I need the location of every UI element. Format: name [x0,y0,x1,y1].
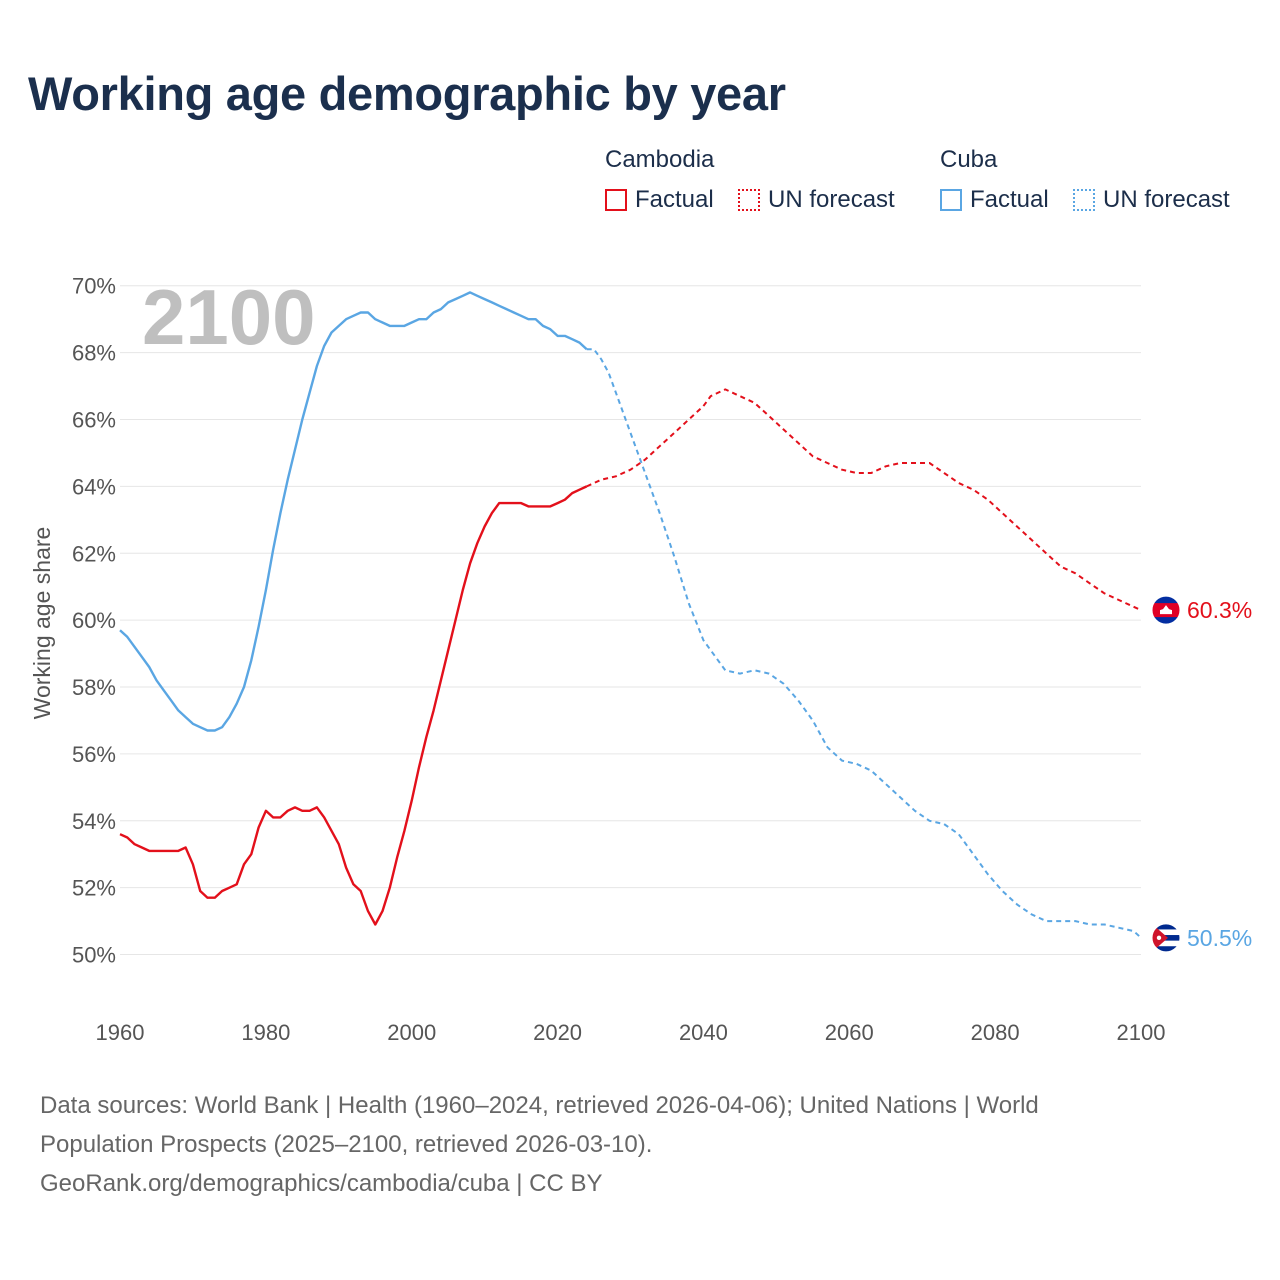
x-tick-label: 2060 [825,1020,874,1045]
y-tick-label: 70% [72,274,116,299]
x-axis-ticks: 1960 1980 2000 2020 2040 2060 2080 2100 [96,1020,1166,1045]
y-axis-label: Working age share [29,527,55,720]
y-tick-label: 50% [72,943,116,968]
legend-cambodia-factual[interactable]: Factual [605,186,714,214]
y-tick-label: 54% [72,809,116,834]
line-chart: 50%52%54%56%58%60%62%64%66%68%70% 1960 19… [29,273,1252,1045]
cuba-end-value-label: 50.5% [1187,925,1252,951]
cambodia-factual-line [119,485,588,926]
end-markers: 60.3% 50.5% [1151,595,1252,953]
cambodia-end-value-label: 60.3% [1187,597,1252,623]
y-tick-label: 60% [72,608,116,633]
x-tick-label: 1980 [241,1020,290,1045]
y-tick-label: 56% [72,742,116,767]
x-tick-label: 2020 [533,1020,582,1045]
y-axis-ticks: 50% 52% 54% 56% 58% 60% 62% 64% 66% 68% 70% [72,274,116,968]
y-tick-label: 66% [72,407,116,432]
x-tick-label: 2000 [387,1020,436,1045]
legend-swatch-solid [605,189,627,211]
legend-cambodia-forecast[interactable]: UN forecast [738,186,895,214]
cuba-factual-line [119,291,588,732]
chart-title: Working age demographic by year [28,67,786,120]
y-tick-label: 58% [72,675,116,700]
legend-swatch-dotted [738,189,760,211]
y-tick-label: 64% [72,474,116,499]
cambodia-forecast-line [586,388,1142,612]
y-tick-label: 62% [72,541,116,566]
legend-cuba-forecast[interactable]: UN forecast [1073,186,1230,214]
legend-cuba-heading: Cuba [940,146,998,173]
footer-line: GeoRank.org/demographics/cambodia/cuba |… [40,1170,603,1197]
cuba-forecast-line [586,348,1142,939]
legend-cuba-factual[interactable]: Factual [940,186,1049,214]
legend-swatch-dotted [1073,189,1095,211]
x-tick-label: 2100 [1117,1020,1166,1045]
legend-label: UN forecast [768,186,895,213]
y-tick-label: 52% [72,876,116,901]
legend-label: UN forecast [1103,186,1230,213]
legend-cambodia-heading: Cambodia [605,146,715,173]
year-label: 2100 [142,273,316,361]
footer-line: Population Prospects (2025–2100, retriev… [40,1131,653,1158]
footer-line: Data sources: World Bank | Health (1960–… [40,1092,1039,1119]
cuba-flag-icon [1151,923,1181,953]
legend-label: Factual [970,186,1049,213]
legend-label: Factual [635,186,714,213]
y-tick-label: 68% [72,341,116,366]
gridlines [120,285,1141,956]
footer-sources: Data sources: World Bank | Health (1960–… [40,1086,1220,1203]
series-lines [119,291,1142,939]
legend-swatch-solid [940,189,962,211]
x-tick-label: 2080 [971,1020,1020,1045]
x-tick-label: 1960 [96,1020,145,1045]
x-tick-label: 2040 [679,1020,728,1045]
cambodia-flag-icon [1151,595,1181,625]
